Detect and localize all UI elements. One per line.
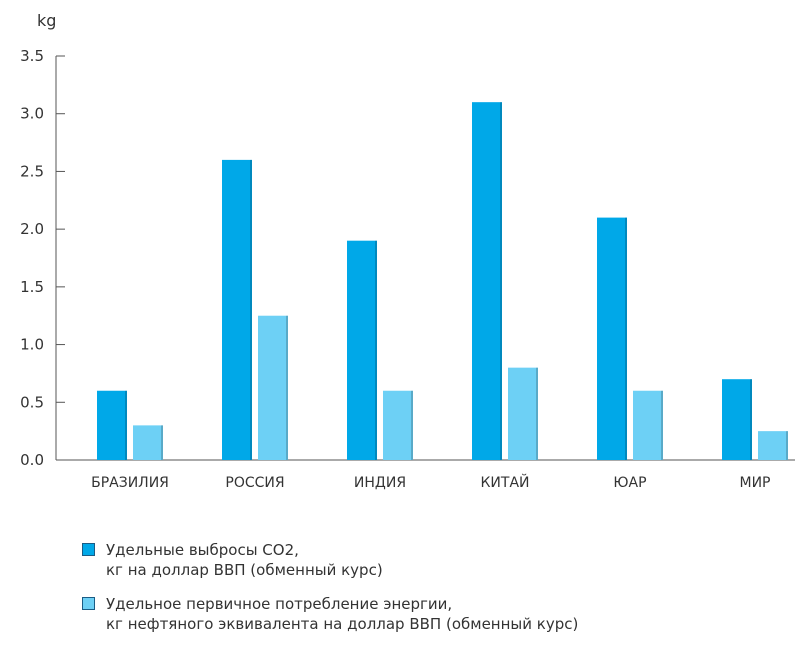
bar-chart: kg 0.0 0.5 1.0 1.5 2.0 2.5 3.0 3.5 БРАЗИЛИЯ РОССИ… [20, 11, 795, 491]
x-category-label: МИР [740, 475, 771, 491]
legend-label-line: Удельное первичное потребление энергии, [106, 595, 453, 613]
y-tick-label: 3.0 [20, 105, 44, 123]
bar [97, 390, 127, 460]
bar-shade [500, 102, 502, 461]
bar-shade [536, 367, 538, 460]
bar [383, 390, 413, 460]
legend: Удельные выбросы CO2, кг на доллар ВВП (… [82, 540, 782, 648]
y-tick-label: 0.0 [20, 451, 44, 469]
y-tick-label: 1.5 [20, 278, 44, 296]
axes [55, 55, 795, 461]
y-tick-label: 0.5 [20, 393, 44, 411]
bar-shade [250, 159, 252, 460]
y-tick-label: 1.0 [20, 336, 44, 354]
x-category-label: КИТАЙ [480, 473, 529, 491]
bar [722, 379, 752, 460]
legend-label-line: Удельные выбросы CO2, [106, 541, 299, 559]
bar [597, 217, 627, 460]
bar [633, 390, 663, 460]
x-category-label: ИНДИЯ [354, 475, 406, 491]
bars [97, 102, 788, 461]
bar [133, 425, 163, 460]
y-tick-label: 2.0 [20, 220, 44, 238]
bar [472, 102, 502, 461]
y-tick-label: 2.5 [20, 162, 44, 180]
legend-swatch-emissions [82, 543, 95, 556]
y-tick-label: 3.5 [20, 47, 44, 65]
bar-shade [125, 390, 127, 460]
legend-swatch-energy [82, 597, 95, 610]
legend-label-line: кг на доллар ВВП (обменный курс) [106, 561, 383, 579]
x-category-label: БРАЗИЛИЯ [91, 475, 169, 491]
legend-label-line: кг нефтяного эквивалента на доллар ВВП (… [106, 615, 579, 633]
legend-item-emissions: Удельные выбросы CO2, кг на доллар ВВП (… [82, 540, 782, 580]
bar [508, 367, 538, 460]
bar-shade [286, 315, 288, 460]
bar-shade [661, 390, 663, 460]
y-axis-unit-label: kg [37, 11, 56, 30]
bar-shade [411, 390, 413, 460]
bar-shade [625, 217, 627, 460]
bar-shade [161, 425, 163, 460]
x-category-label: ЮАР [613, 475, 646, 491]
bar [347, 240, 377, 460]
legend-item-energy: Удельное первичное потребление энергии, … [82, 594, 782, 634]
x-category-label: РОССИЯ [225, 475, 284, 491]
bar [758, 431, 788, 460]
tick-labels: 0.0 0.5 1.0 1.5 2.0 2.5 3.0 3.5 БРАЗИЛИЯ РОССИЯ ИН… [20, 47, 770, 491]
bar-shade [786, 431, 788, 460]
bar-shade [750, 379, 752, 460]
bar [258, 315, 288, 460]
bar [222, 159, 252, 460]
bar-shade [375, 240, 377, 460]
